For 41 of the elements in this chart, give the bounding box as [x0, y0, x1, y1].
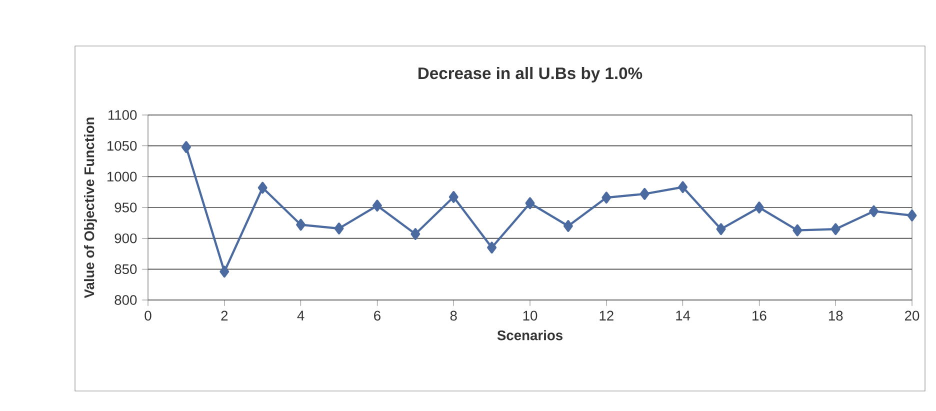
x-tick-label: 18 [828, 310, 843, 321]
point [487, 242, 497, 254]
x-tick-label: 6 [374, 310, 380, 321]
point [869, 205, 879, 218]
point [448, 191, 458, 203]
point [410, 228, 420, 240]
x-axis-title: Scenarios [497, 330, 563, 340]
point [563, 220, 573, 232]
x-tick-label: 4 [297, 310, 304, 320]
point [220, 266, 230, 278]
point [716, 223, 726, 236]
y-tick-label: 900 [114, 233, 137, 244]
x-tick-label: 8 [450, 310, 457, 321]
x-tick-label: 0 [144, 310, 152, 321]
y-tick-label: 950 [114, 202, 137, 212]
point [792, 224, 802, 236]
y-tick-label: 850 [114, 264, 137, 274]
y-axis-title: Value of Objective Function [84, 118, 97, 298]
point [830, 223, 840, 236]
y-tick-label: 1050 [107, 140, 137, 151]
point [296, 218, 306, 231]
x-tick-label: 14 [676, 310, 690, 320]
chart-title: Decrease in all U.Bs by 1.0% [418, 66, 642, 82]
point [258, 182, 268, 194]
y-tick-label: 1100 [108, 110, 137, 120]
x-tick-label: 2 [221, 310, 228, 320]
x-tick-label: 10 [523, 310, 538, 321]
point [907, 210, 917, 222]
point [678, 181, 688, 194]
point [372, 200, 382, 212]
x-tick-label: 12 [600, 310, 614, 320]
point [640, 188, 650, 200]
y-tick-label: 800 [114, 295, 137, 305]
y-tick-label: 1000 [107, 172, 137, 182]
point [525, 197, 535, 210]
point [602, 192, 612, 204]
point [181, 141, 191, 154]
x-tick-label: 16 [752, 310, 766, 321]
point [754, 202, 764, 214]
point [334, 222, 344, 234]
x-tick-label: 20 [905, 310, 920, 321]
